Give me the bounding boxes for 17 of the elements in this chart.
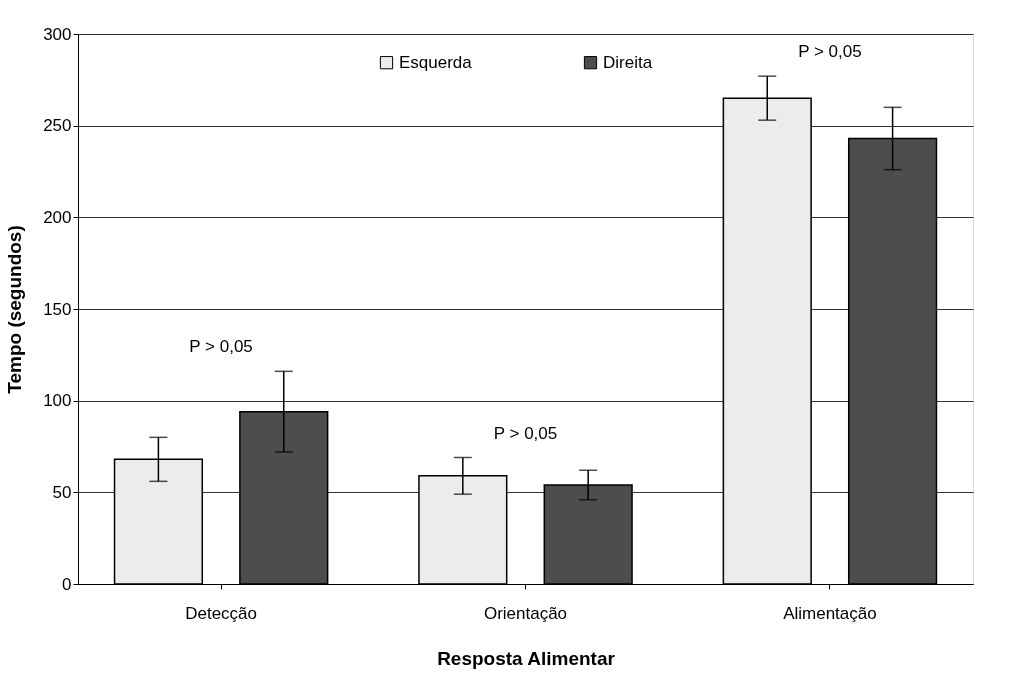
- x-axis-title: Resposta Alimentar: [437, 647, 616, 669]
- x-tick-label: Detecção: [185, 603, 257, 623]
- y-tick-label: 50: [52, 482, 72, 502]
- legend-label: Direita: [603, 52, 653, 72]
- y-tick-label: 150: [43, 299, 72, 319]
- annotation: P > 0,05: [798, 42, 862, 62]
- y-axis-title: Tempo (segundos): [4, 225, 26, 394]
- annotation: P > 0,05: [189, 337, 253, 357]
- y-tick-label: 200: [43, 207, 72, 227]
- x-tick-label: Alimentação: [783, 603, 877, 623]
- y-tick-label: 300: [43, 24, 72, 44]
- legend-label: Esquerda: [399, 52, 473, 72]
- y-tick-label: 0: [62, 574, 72, 594]
- annotation: P > 0,05: [493, 423, 558, 443]
- y-tick-label: 250: [43, 116, 72, 136]
- x-tick-label: Orientação: [483, 603, 568, 623]
- y-tick-label: 100: [43, 391, 72, 411]
